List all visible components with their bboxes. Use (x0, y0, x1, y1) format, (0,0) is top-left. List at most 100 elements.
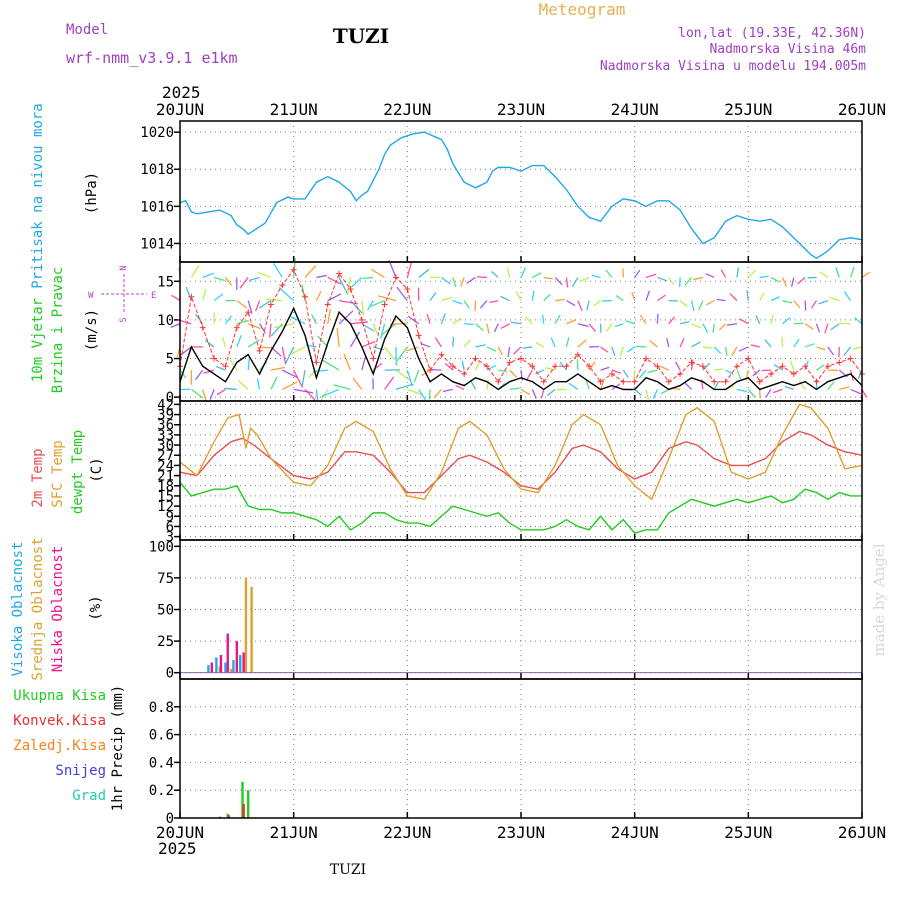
wind-barb (588, 323, 596, 332)
cloud_high-bar (239, 654, 242, 673)
time-label-top: 20JUN (156, 100, 204, 119)
wind-barb (804, 343, 815, 348)
wind-barb (395, 383, 414, 391)
wind-barb (782, 299, 793, 304)
wind-barb (224, 277, 233, 286)
wind-barb (541, 314, 545, 324)
wind-barb (577, 339, 587, 348)
wind-barb (474, 300, 477, 312)
y-tick-label: 0.4 (149, 755, 174, 771)
t2m-line (179, 430, 863, 494)
y-tick-label: 100 (149, 539, 174, 555)
year-top: 2025 (162, 83, 201, 102)
wind-barb (784, 385, 795, 391)
wind-barb (270, 376, 278, 390)
y-tick-label: 15 (157, 274, 174, 290)
wind-barb (702, 362, 711, 371)
wind-barb (793, 338, 800, 348)
compass-w: W (88, 291, 94, 301)
wind-barb (346, 277, 352, 295)
y-tick-label: 10 (157, 313, 174, 329)
wind-barb (524, 316, 533, 325)
wind-barb (714, 368, 724, 371)
cloud_low-bar (219, 654, 223, 673)
wind-barb (736, 267, 740, 278)
wind-barb (852, 346, 863, 350)
wind-barb (520, 388, 531, 396)
wind-barb (361, 300, 365, 316)
wind-barb (441, 276, 451, 285)
wind-barb (716, 298, 726, 302)
wind-barb (362, 276, 374, 280)
wind-barb (464, 323, 474, 326)
model-name: wrf-nmm_v3.9.1 e1km (66, 49, 238, 67)
wind-barb (764, 339, 772, 348)
wind-barb (599, 380, 605, 390)
wind-barb (202, 389, 207, 402)
y-tick-label: 0 (166, 390, 174, 406)
y-tick-label: 27 (157, 448, 174, 464)
wind-barb (759, 292, 765, 301)
wind-barb (522, 346, 533, 349)
wind-barb (691, 323, 702, 329)
wind-barb (327, 308, 332, 324)
wind-barb (512, 346, 522, 355)
wind-barb (724, 346, 728, 356)
y-tick-label: 6 (166, 519, 174, 535)
wind-barb (384, 346, 395, 360)
precip_total-bar (247, 790, 250, 818)
wind-barb (248, 276, 260, 282)
wind-barb (861, 271, 871, 278)
wind-barb (475, 323, 484, 332)
time-label-bottom: 22JUN (383, 823, 431, 842)
wind-barb (373, 346, 385, 351)
wind-barb (684, 277, 692, 286)
wind-ylabel-2: Brzina i Pravac (50, 267, 66, 393)
wind-barb (738, 318, 749, 325)
wind-barb (498, 369, 508, 373)
y-tick-label: 0 (166, 811, 174, 827)
credit-watermark: made by Angel (870, 543, 888, 656)
wind-barb (611, 346, 616, 357)
wind-barb (691, 341, 701, 348)
precip_total-bar (241, 781, 244, 818)
wind-barb (274, 323, 294, 329)
wind-barb (493, 323, 499, 333)
wind-barb (660, 365, 670, 371)
wind-barb (406, 346, 419, 352)
wind-barb (486, 346, 497, 352)
wind-barb (532, 272, 542, 279)
wind-barb (257, 271, 272, 279)
wind-barb (407, 388, 424, 396)
wind-barb (486, 364, 497, 371)
wind-barb (793, 300, 801, 309)
wind-barb (247, 323, 262, 330)
wind-barb (171, 294, 181, 302)
wind-barb (555, 298, 566, 302)
wind-barb (316, 274, 327, 279)
wind-labels: 10m Vjetar Brzina i Pravac (m/s) N W E S (30, 265, 156, 393)
wind-barb (506, 267, 511, 278)
wind-barb (816, 364, 825, 371)
y-tick-label: 5 (166, 352, 174, 368)
y-tick-label: 50 (157, 603, 174, 619)
cloud_high-bar (207, 665, 210, 673)
pressure-panel: 1014 1016 1018 1020 (140, 120, 863, 263)
wind-barb (489, 299, 499, 304)
wind-barb (290, 316, 306, 325)
wind-barb (702, 346, 713, 349)
wind-barb (190, 264, 200, 278)
wind-barb (491, 271, 499, 278)
wind-barb (656, 313, 659, 324)
wind-barb (515, 291, 522, 301)
temp-labels: 2m Temp SFC Temp dewpt Temp (C) (30, 430, 105, 514)
wind-barb (236, 300, 248, 309)
dew-line (179, 481, 862, 535)
cloud_low-bar (235, 641, 239, 673)
legend-hail: Grad (72, 788, 106, 804)
footer-station: TUZI (330, 862, 366, 878)
wind-barb (204, 339, 215, 348)
wind-barb (736, 388, 747, 393)
wind-barb (339, 299, 358, 305)
wind-barb (338, 277, 349, 295)
